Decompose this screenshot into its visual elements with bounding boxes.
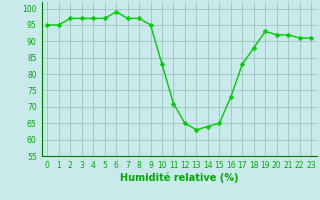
X-axis label: Humidité relative (%): Humidité relative (%)	[120, 173, 238, 183]
